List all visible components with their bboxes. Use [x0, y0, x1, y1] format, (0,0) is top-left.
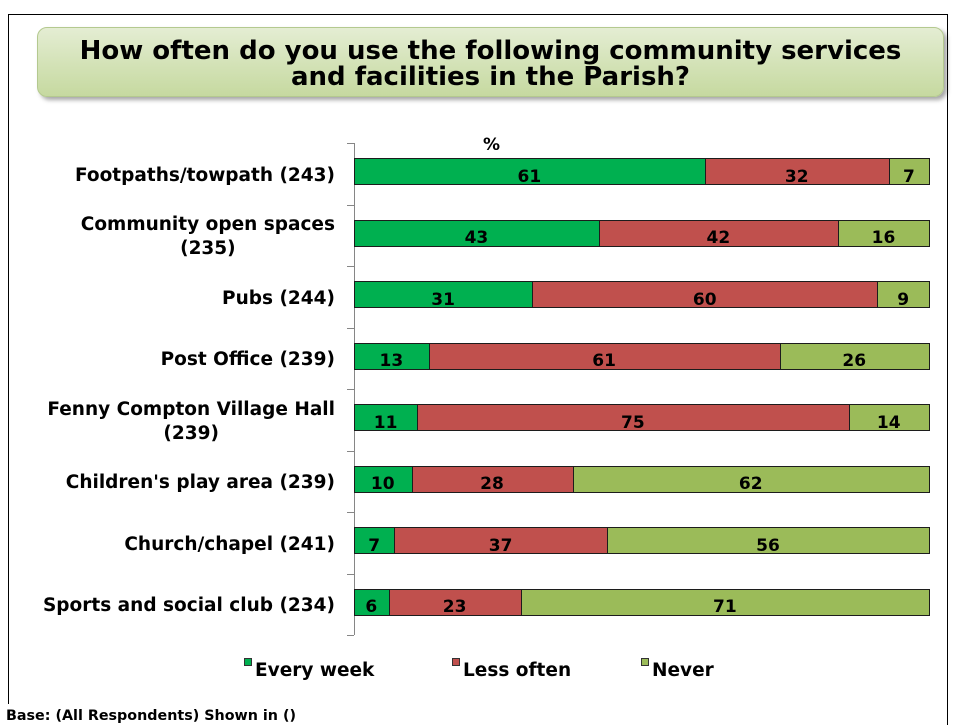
data-label: 7 [902, 166, 915, 187]
data-label: 13 [379, 351, 404, 371]
bar-segment-less-often [704, 158, 890, 185]
chart-title: How often do you use the following commu… [79, 35, 902, 92]
data-label: 62 [738, 474, 763, 494]
bar-segment-less-often [428, 342, 781, 370]
category-label: Post Office (239) [160, 349, 335, 370]
data-label: 26 [842, 351, 867, 371]
y-axis-tick [347, 512, 354, 513]
y-axis-tick [347, 573, 354, 575]
chart-frame [8, 14, 948, 725]
bar-segment-never [888, 158, 930, 185]
base-note: Base: (All Respondents) Shown in () [6, 708, 297, 724]
data-label: 61 [592, 351, 616, 371]
data-label: 14 [876, 412, 901, 433]
bar-segment-never [607, 527, 930, 554]
y-axis-tick [347, 327, 354, 329]
legend-label-never: Never [652, 660, 714, 681]
data-label: 56 [756, 535, 780, 556]
bar-segment-every-week [354, 281, 534, 308]
y-axis-tick [347, 204, 354, 206]
data-label: 10 [370, 474, 395, 494]
y-axis-tick [347, 450, 354, 452]
bar-segment-less-often [411, 465, 574, 493]
legend-label-every-week: Every week [255, 660, 375, 681]
unit-label: % [483, 135, 501, 155]
legend-swatch-less-often [452, 658, 460, 666]
bar-segment-every-week [354, 219, 600, 247]
bar-segment-every-week [354, 588, 390, 616]
y-axis-line [354, 143, 355, 635]
bar-segment-less-often [532, 281, 879, 308]
legend-swatch-never [641, 658, 649, 666]
bar-segment-never [837, 219, 930, 247]
data-label: 71 [713, 597, 737, 617]
category-label: Fenny Compton Village Hall (239) [47, 398, 335, 444]
bar-segment-every-week [354, 342, 430, 370]
data-label: 6 [365, 597, 378, 617]
data-label: 75 [621, 412, 645, 433]
category-label: Footpaths/towpath (243) [74, 164, 335, 186]
data-label: 23 [442, 597, 467, 617]
bar-segment-never [779, 342, 930, 370]
bar-segment-never [572, 465, 930, 493]
bar-segment-less-often [394, 527, 608, 554]
data-label: 37 [488, 535, 513, 556]
bar-segment-every-week [354, 404, 419, 431]
data-label: 7 [368, 535, 381, 556]
bar-segment-every-week [354, 465, 413, 493]
data-label: 42 [706, 228, 731, 248]
legend-swatch-every-week [244, 658, 252, 666]
bar-segment-never [877, 281, 930, 308]
data-label: 28 [480, 474, 504, 494]
bar-segment-never [848, 404, 930, 431]
y-axis-tick [347, 266, 354, 267]
data-label: 61 [517, 166, 542, 187]
category-label: Church/chapel (241) [124, 533, 335, 555]
bar-segment-less-often [388, 588, 522, 616]
category-label: Children's play area (239) [65, 472, 335, 493]
bar-segment-less-often [598, 219, 839, 247]
bar-segment-never [520, 588, 930, 616]
legend-label-less-often: Less often [463, 660, 572, 681]
data-label: 16 [871, 228, 896, 248]
data-label: 60 [692, 289, 717, 310]
y-axis-tick [347, 143, 354, 144]
bar-segment-less-often [417, 404, 850, 431]
y-axis-tick [347, 389, 354, 390]
y-axis-tick [347, 635, 354, 636]
data-label: 11 [373, 412, 398, 433]
category-label: Sports and social club (234) [42, 595, 335, 616]
data-label: 43 [464, 228, 489, 248]
category-label: Pubs (244) [222, 287, 335, 309]
category-label: Community open spaces (235) [80, 214, 335, 259]
data-label: 31 [431, 289, 455, 310]
chart-frame-left-edge [8, 14, 9, 704]
bar-segment-every-week [354, 158, 706, 185]
data-label: 9 [897, 289, 910, 310]
data-label: 32 [784, 166, 809, 187]
title-box: How often do you use the following commu… [37, 27, 944, 97]
